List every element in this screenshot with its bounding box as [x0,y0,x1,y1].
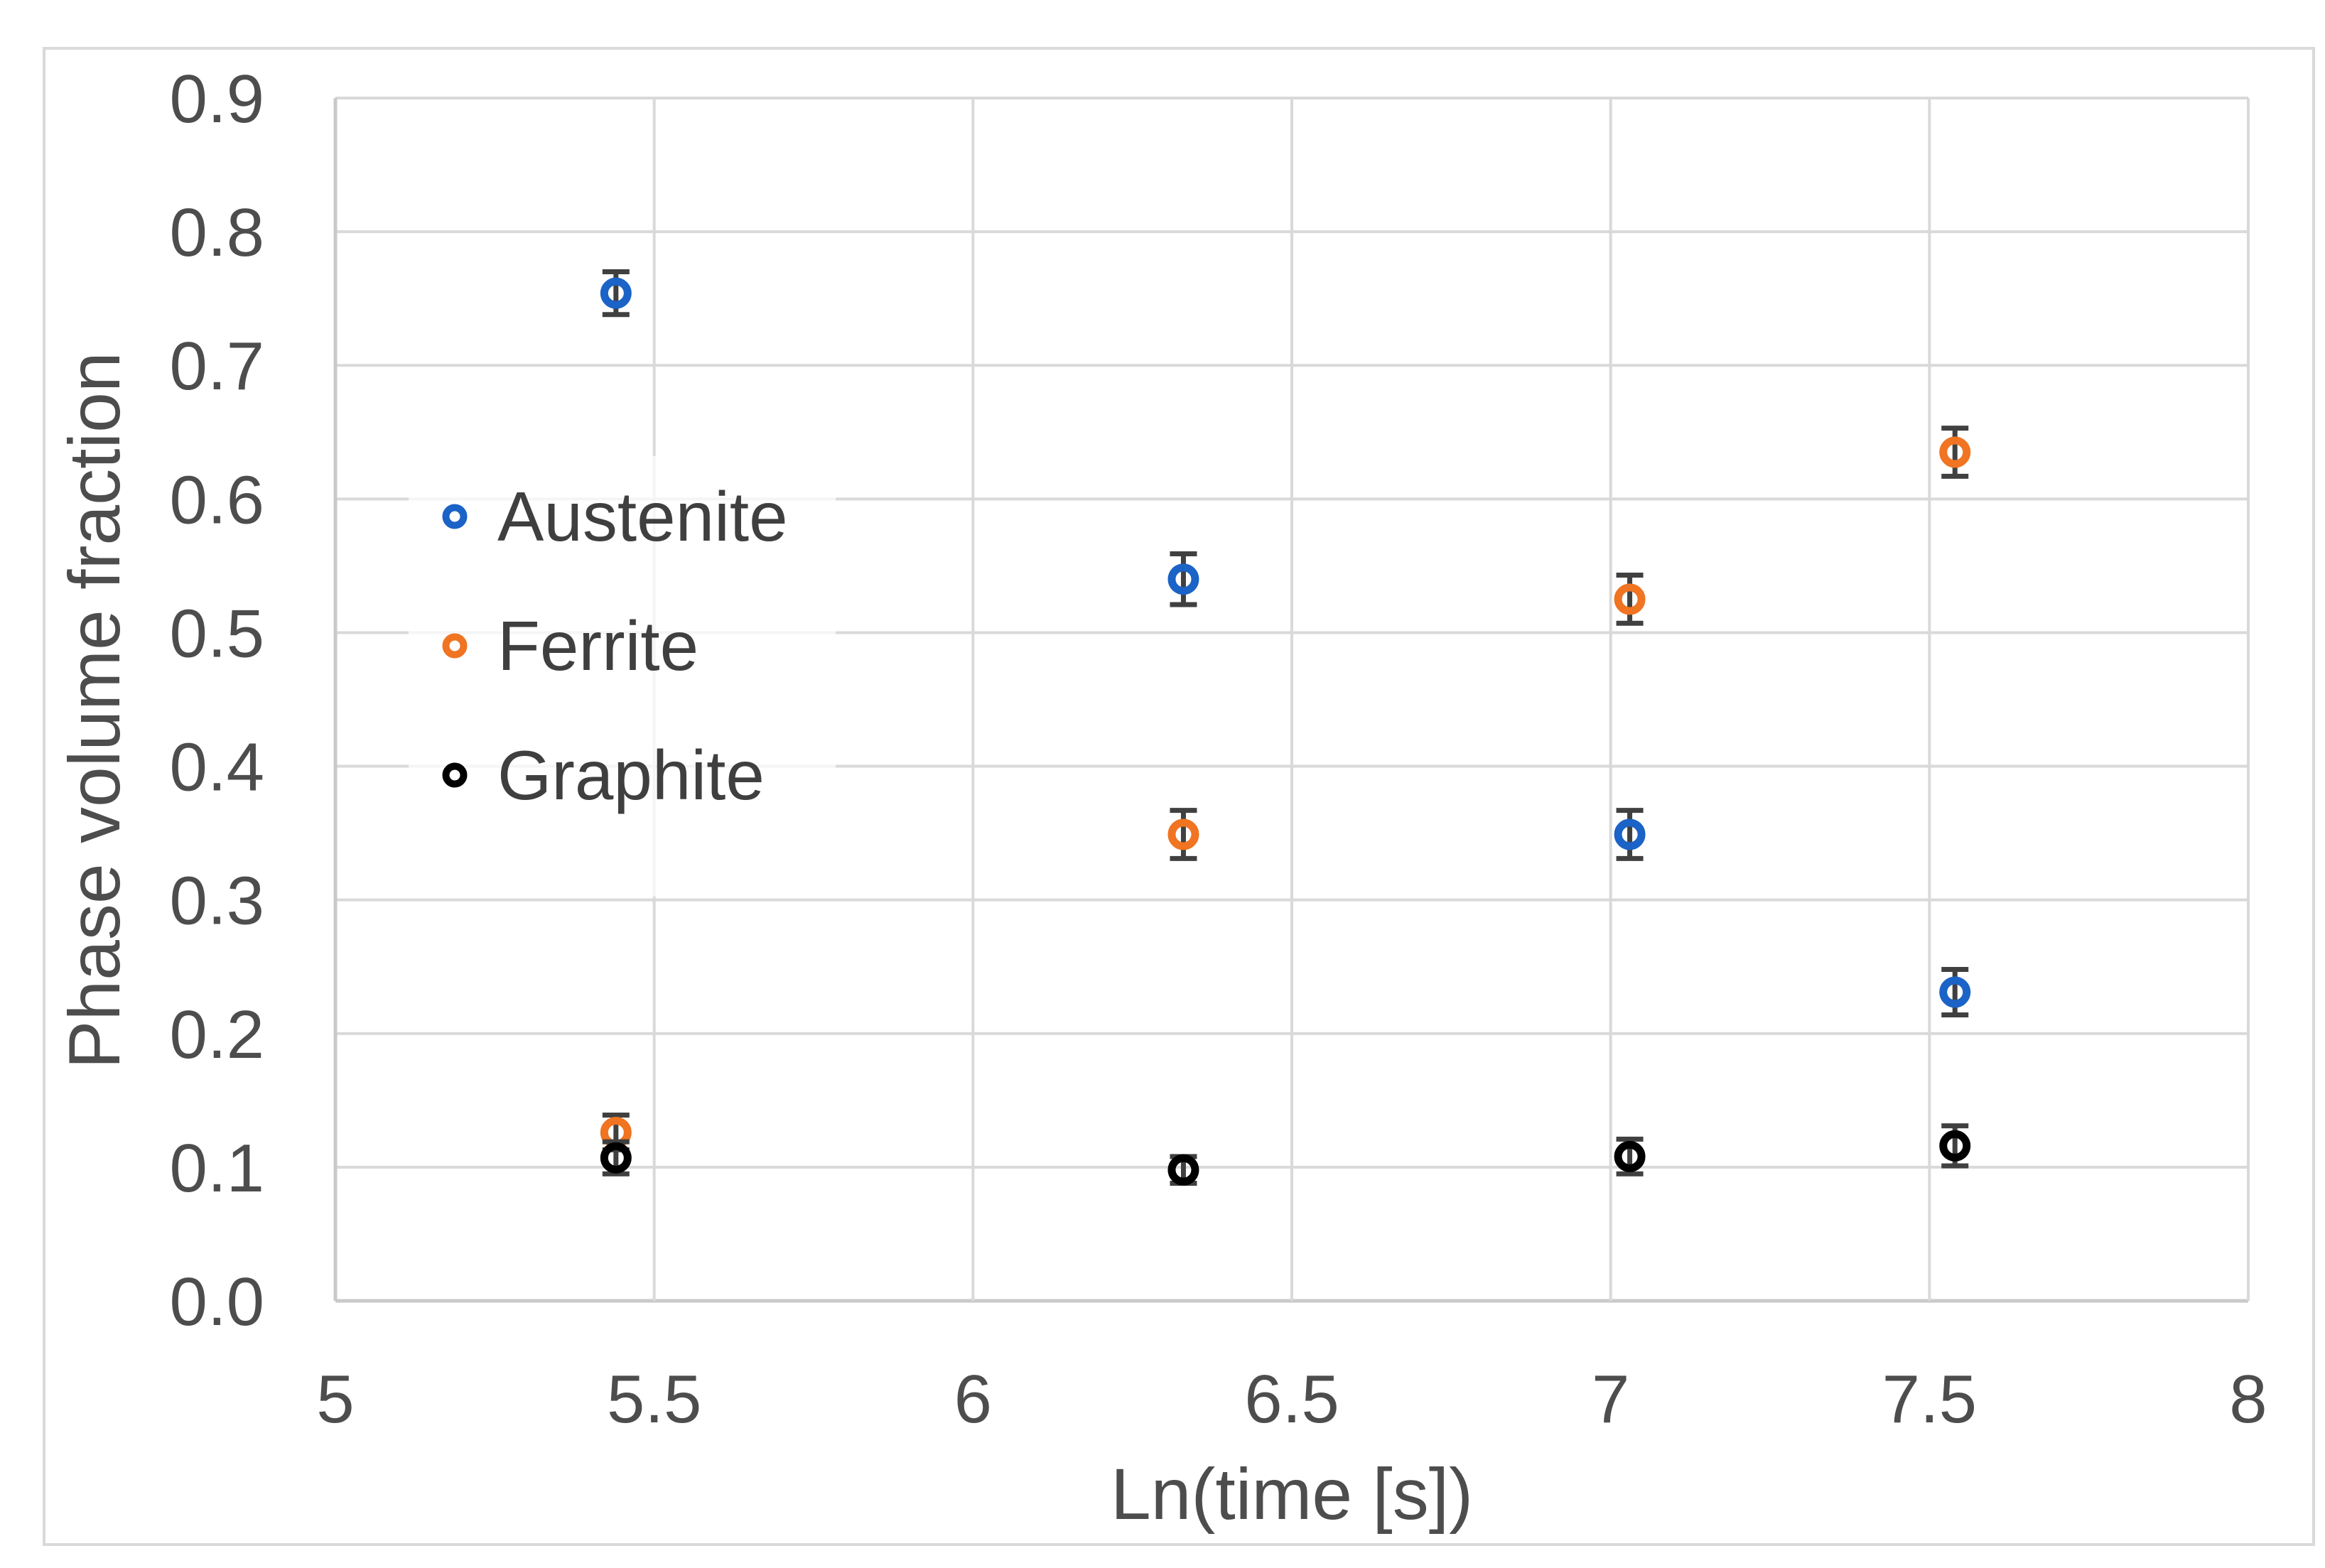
legend-marker-icon [442,504,468,529]
x-tick-label: 5.5 [607,1361,701,1437]
legend-item: Graphite [442,736,765,814]
y-tick-label: 0.9 [170,61,264,137]
x-tick-label: 7.5 [1882,1361,1977,1437]
y-tick-label: 0.5 [170,595,264,671]
y-tick-label: 0.7 [170,328,264,404]
x-axis-title: Ln(time [s]) [1111,1454,1473,1535]
graphite-point [1614,1136,1646,1177]
graphite-marker-icon [1167,1154,1199,1186]
ferrite-marker-icon [1939,436,1971,468]
y-tick-label: 0.4 [170,730,264,806]
x-tick-label: 8 [2229,1361,2267,1437]
legend-item: Ferrite [442,607,698,685]
ferrite-marker-icon [1614,583,1646,615]
x-tick-label: 6 [954,1361,992,1437]
legend: Austenite Ferrite Graphite [409,456,836,897]
legend-background [409,456,836,897]
legend-item-label: Graphite [497,736,765,814]
legend-marker-icon [442,633,468,659]
graphite-point [1167,1154,1199,1186]
y-tick-label: 0.6 [170,462,264,538]
ferrite-point [1939,426,1971,479]
austenite-marker-icon [1614,818,1646,850]
series-austenite [600,269,1971,1017]
legend-item-label: Austenite [497,477,788,556]
series-layer [600,269,1971,1186]
austenite-point [1939,966,1971,1017]
austenite-point [600,269,632,318]
graphite-marker-icon [1614,1140,1646,1172]
x-tick-label: 5 [316,1361,354,1437]
graphite-point [600,1139,632,1177]
y-tick-label: 0.0 [170,1264,264,1340]
legend-item: Austenite [442,477,788,556]
graphite-marker-icon [600,1142,632,1174]
y-tick-label: 0.3 [170,863,264,939]
legend-marker-icon [442,762,468,788]
x-tick-label: 6.5 [1244,1361,1339,1437]
y-tick-label: 0.2 [170,997,264,1073]
ferrite-point [1614,573,1646,626]
austenite-marker-icon [600,277,632,309]
y-tick-label: 0.8 [170,195,264,271]
ferrite-marker-icon [1167,818,1199,850]
y-tick-label: 0.1 [170,1130,264,1206]
legend-item-label: Ferrite [497,607,698,685]
x-tick-label: 7 [1592,1361,1629,1437]
y-axis-title: Phase volume fraction [54,352,135,1069]
y-axis-tick-labels: 0.0 0.1 0.2 0.3 0.4 0.5 0.6 0.7 0.8 0.9 [170,61,264,1340]
ferrite-point [1167,808,1199,861]
austenite-point [1614,808,1646,861]
austenite-point [1167,551,1199,607]
grid-layer [333,97,2250,1303]
austenite-marker-icon [1939,976,1971,1008]
series-graphite [600,1123,1971,1186]
austenite-marker-icon [1167,563,1199,595]
x-axis-tick-labels: 5 5.5 6 6.5 7 7.5 8 [316,1361,2267,1437]
graphite-point [1939,1123,1971,1169]
graphite-marker-icon [1939,1130,1971,1162]
